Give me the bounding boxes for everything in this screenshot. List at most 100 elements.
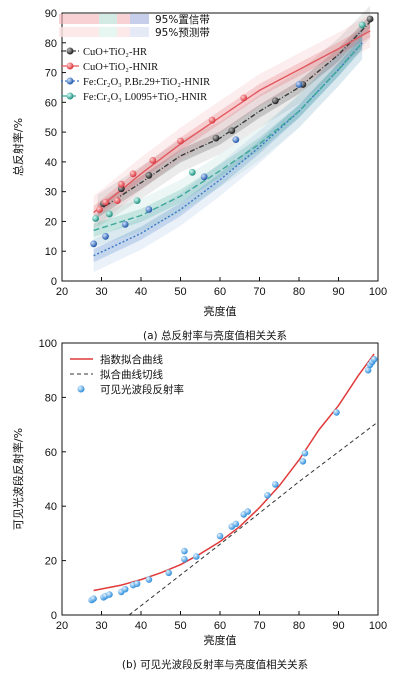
legend-series-2: CuO+TiO₂-HNIR — [83, 62, 158, 73]
data-point — [96, 206, 103, 213]
y-tick-label: 20 — [45, 556, 57, 568]
y-tick-label: 70 — [45, 68, 57, 80]
fit-line — [93, 42, 363, 257]
x-tick-label: 50 — [174, 620, 186, 632]
data-point — [145, 206, 153, 213]
chart-b-xlabel: 亮度值 — [204, 633, 237, 647]
legend-visible-reflectance: 可见光波段反射率 — [100, 383, 184, 396]
data-point — [133, 580, 141, 587]
data-point — [232, 520, 240, 528]
legend-confidence-band: 95%置信带 — [155, 14, 210, 26]
data-point — [244, 508, 251, 515]
chart-a-band-legend: 95%置信带 95%预测带 — [59, 14, 210, 39]
data-point — [106, 210, 113, 218]
data-point — [133, 197, 141, 205]
data-point — [149, 157, 157, 164]
y-tick-label: 0 — [51, 610, 57, 622]
prediction-band — [97, 5, 371, 228]
x-tick-label: 70 — [253, 286, 265, 298]
chart-a-xlabel: 亮度值 — [204, 304, 237, 318]
data-point — [145, 171, 153, 179]
y-tick-label: 10 — [45, 246, 57, 258]
tangent-line — [128, 421, 379, 616]
data-point — [102, 232, 109, 240]
x-tick-label: 40 — [135, 286, 147, 298]
data-point — [333, 409, 340, 416]
x-tick-label: 20 — [56, 620, 68, 632]
y-tick-label: 90 — [45, 8, 57, 20]
data-point — [358, 21, 366, 29]
data-point — [366, 15, 374, 23]
confidence-band — [93, 24, 371, 220]
chart-a-ylabel: 总反射率/% — [11, 118, 25, 176]
chart-a-ticks: 20 30 40 50 60 70 80 90 100 0 10 20 30 40 50 60 70 80 90 — [45, 8, 387, 298]
data-point — [165, 569, 172, 577]
data-point — [106, 591, 113, 598]
x-tick-label: 60 — [214, 620, 226, 632]
chart-b-legend: 指数拟合曲线 拟合曲线切线 可见光波段反射率 — [70, 353, 184, 396]
chart-a-caption: (a) 总反射率与亮度值相关关系 — [143, 329, 287, 342]
y-tick-label: 40 — [45, 157, 57, 169]
legend-series-1: CuO+TiO₂-HR — [83, 47, 147, 58]
y-tick-label: 30 — [45, 187, 57, 199]
x-tick-label: 80 — [293, 286, 305, 298]
data-point — [295, 81, 303, 88]
x-tick-label: 30 — [95, 286, 107, 298]
legend-prediction-band: 95%预测带 — [155, 26, 210, 39]
x-tick-label: 70 — [253, 620, 265, 632]
data-point — [212, 134, 220, 142]
data-point — [181, 555, 188, 563]
legend-series-3: Fe:Cr₂O₃ P.Br.29+TiO₂-HNIR — [83, 77, 210, 88]
legend-tangent: 拟合曲线切线 — [100, 368, 163, 381]
x-tick-label: 90 — [332, 286, 344, 298]
chart-b-ylabel: 可见光波段反射率/% — [11, 428, 25, 530]
data-point — [193, 553, 200, 560]
data-point — [232, 136, 240, 144]
data-point — [200, 173, 208, 181]
legend-exp-fit: 指数拟合曲线 — [100, 353, 163, 366]
y-tick-label: 0 — [51, 276, 57, 288]
y-tick-label: 50 — [45, 127, 57, 139]
data-point — [117, 180, 125, 188]
data-point — [177, 137, 184, 145]
data-point — [264, 492, 271, 499]
y-tick-label: 100 — [39, 338, 57, 350]
data-point — [92, 215, 99, 222]
data-point — [228, 127, 236, 134]
x-tick-label: 80 — [293, 620, 305, 632]
x-tick-label: 40 — [135, 620, 147, 632]
data-point — [208, 116, 216, 124]
data-point — [121, 585, 129, 593]
data-point — [145, 576, 153, 583]
x-tick-label: 90 — [332, 620, 344, 632]
x-tick-label: 100 — [369, 286, 387, 298]
data-point — [240, 94, 248, 102]
chart-b-caption: (b) 可见光波段反射率与亮度值相关关系 — [122, 658, 308, 671]
data-point — [181, 547, 188, 555]
y-tick-label: 80 — [45, 38, 57, 50]
fit-line — [93, 30, 371, 214]
confidence-band — [93, 36, 363, 263]
x-tick-label: 30 — [95, 620, 107, 632]
data-point — [90, 595, 97, 602]
legend-series-4: Fe:Cr₂O₃ L0095+TiO₂-HNIR — [83, 92, 207, 103]
chart-b-points — [88, 356, 378, 604]
confidence-band — [97, 15, 371, 218]
y-tick-label: 60 — [45, 447, 57, 459]
prediction-band — [93, 26, 363, 247]
y-tick-label: 60 — [45, 97, 57, 109]
data-point — [121, 221, 129, 228]
confidence-band — [93, 36, 363, 237]
data-point — [299, 458, 307, 465]
data-point — [90, 240, 97, 248]
x-tick-label: 60 — [214, 286, 226, 298]
chart-a-series-legend: CuO+TiO₂-HR CuO+TiO₂-HNIR Fe:Cr₂O₃ P.Br.… — [61, 47, 210, 103]
x-tick-label: 50 — [174, 286, 186, 298]
chart-a-points — [90, 15, 374, 248]
data-point — [188, 168, 196, 176]
y-tick-label: 40 — [45, 501, 57, 513]
data-point — [113, 197, 121, 205]
